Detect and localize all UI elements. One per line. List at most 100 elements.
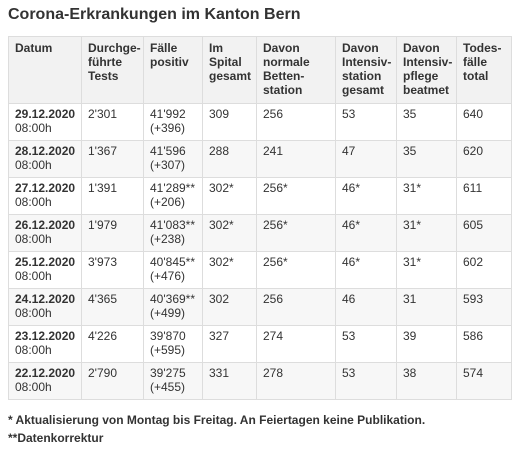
cell-deaths: 605 <box>456 214 512 252</box>
row-cases: 40'369** <box>150 292 195 306</box>
row-tests: 1'367 <box>88 144 117 158</box>
cell-intensive: 46* <box>335 251 397 289</box>
cell-ventilated: 31 <box>396 288 457 326</box>
cell-date: 27.12.2020 08:00h <box>8 177 82 215</box>
row-normal-ward: 278 <box>263 366 284 380</box>
row-time: 08:00h <box>15 343 52 357</box>
row-cases: 41'083** <box>150 218 195 232</box>
cell-tests: 3'973 <box>81 251 144 289</box>
row-deaths: 620 <box>463 144 484 158</box>
row-cases-delta: (+595) <box>150 343 186 357</box>
cell-date: 26.12.2020 08:00h <box>8 214 82 252</box>
cell-cases: 41'596 (+307) <box>143 140 203 178</box>
row-cases-delta: (+206) <box>150 195 186 209</box>
row-cases: 41'596 <box>150 144 186 158</box>
cell-ventilated: 31* <box>396 251 457 289</box>
row-cases-delta: (+238) <box>150 232 186 246</box>
row-normal-ward: 256* <box>263 181 288 195</box>
cell-tests: 2'301 <box>81 103 144 141</box>
cell-ventilated: 38 <box>396 362 457 400</box>
row-tests: 2'790 <box>88 366 117 380</box>
row-time: 08:00h <box>15 306 52 320</box>
cell-date: 28.12.2020 08:00h <box>8 140 82 178</box>
row-intensive: 47 <box>342 144 356 158</box>
row-intensive: 46* <box>342 255 361 269</box>
row-intensive: 53 <box>342 329 356 343</box>
cell-intensive: 53 <box>335 362 397 400</box>
cell-tests: 1'391 <box>81 177 144 215</box>
cell-cases: 41'083** (+238) <box>143 214 203 252</box>
table-row: 26.12.2020 08:00h 1'979 41'083** (+238) 302* 2… <box>8 214 512 252</box>
header-deaths: Todes- fälle total <box>456 36 512 104</box>
row-intensive: 46* <box>342 218 361 232</box>
cell-normal-ward: 274 <box>256 325 336 363</box>
row-deaths: 586 <box>463 329 484 343</box>
row-hospital: 288 <box>209 144 230 158</box>
cell-tests: 2'790 <box>81 362 144 400</box>
row-intensive: 53 <box>342 366 356 380</box>
table-row: 22.12.2020 08:00h 2'790 39'275 (+455) 331 278 5… <box>8 362 512 400</box>
cell-normal-ward: 256* <box>256 214 336 252</box>
row-intensive: 46* <box>342 181 361 195</box>
row-hospital: 302* <box>209 255 234 269</box>
row-cases-delta: (+476) <box>150 269 186 283</box>
cell-normal-ward: 256 <box>256 288 336 326</box>
row-normal-ward: 274 <box>263 329 284 343</box>
table-row: 28.12.2020 08:00h 1'367 41'596 (+307) 288 241 4… <box>8 140 512 178</box>
row-hospital: 302* <box>209 218 234 232</box>
row-date: 28.12.2020 <box>15 144 76 158</box>
row-date: 27.12.2020 <box>15 181 76 195</box>
cell-cases: 39'275 (+455) <box>143 362 203 400</box>
row-time: 08:00h <box>15 380 52 394</box>
cell-ventilated: 31* <box>396 177 457 215</box>
cell-tests: 1'367 <box>81 140 144 178</box>
cell-cases: 41'992 (+396) <box>143 103 203 141</box>
footnote-data-correction: **Datenkorrektur <box>8 431 104 445</box>
row-ventilated: 35 <box>403 144 417 158</box>
cell-deaths: 574 <box>456 362 512 400</box>
row-date: 24.12.2020 <box>15 292 76 306</box>
cell-normal-ward: 256* <box>256 177 336 215</box>
row-hospital: 327 <box>209 329 230 343</box>
cell-intensive: 46 <box>335 288 397 326</box>
header-cases: Fälle positiv <box>143 36 203 104</box>
header-hospital: Im Spital gesamt <box>202 36 257 104</box>
row-ventilated: 39 <box>403 329 417 343</box>
covid-data-table: Datum Durchge- führte Tests Fälle positi… <box>8 36 512 400</box>
row-deaths: 602 <box>463 255 484 269</box>
row-tests: 4'226 <box>88 329 117 343</box>
row-normal-ward: 256 <box>263 292 284 306</box>
row-intensive: 46 <box>342 292 356 306</box>
cell-hospital: 331 <box>202 362 257 400</box>
row-hospital: 302* <box>209 181 234 195</box>
row-normal-ward: 256 <box>263 107 284 121</box>
row-time: 08:00h <box>15 232 52 246</box>
cell-date: 29.12.2020 08:00h <box>8 103 82 141</box>
header-intensive: Davon Intensiv- station gesamt <box>335 36 397 104</box>
cell-hospital: 288 <box>202 140 257 178</box>
cell-tests: 4'365 <box>81 288 144 326</box>
row-time: 08:00h <box>15 269 52 283</box>
row-date: 25.12.2020 <box>15 255 76 269</box>
cell-intensive: 47 <box>335 140 397 178</box>
cell-hospital: 327 <box>202 325 257 363</box>
footnote-update-schedule: * Aktualisierung von Montag bis Freitag.… <box>8 413 426 427</box>
row-ventilated: 31* <box>403 255 422 269</box>
row-date: 26.12.2020 <box>15 218 76 232</box>
header-ventilated: Davon Intensiv- pflege beatmet <box>396 36 457 104</box>
row-deaths: 593 <box>463 292 484 306</box>
row-cases: 39'275 <box>150 366 186 380</box>
cell-normal-ward: 278 <box>256 362 336 400</box>
row-tests: 2'301 <box>88 107 117 121</box>
cell-cases: 40'845** (+476) <box>143 251 203 289</box>
cell-deaths: 620 <box>456 140 512 178</box>
cell-cases: 41'289** (+206) <box>143 177 203 215</box>
row-deaths: 640 <box>463 107 484 121</box>
row-deaths: 574 <box>463 366 484 380</box>
table-row: 27.12.2020 08:00h 1'391 41'289** (+206) 302* 2… <box>8 177 512 215</box>
row-cases: 41'289** <box>150 181 195 195</box>
cell-cases: 40'369** (+499) <box>143 288 203 326</box>
row-cases: 40'845** <box>150 255 195 269</box>
cell-intensive: 46* <box>335 214 397 252</box>
cell-deaths: 611 <box>456 177 512 215</box>
